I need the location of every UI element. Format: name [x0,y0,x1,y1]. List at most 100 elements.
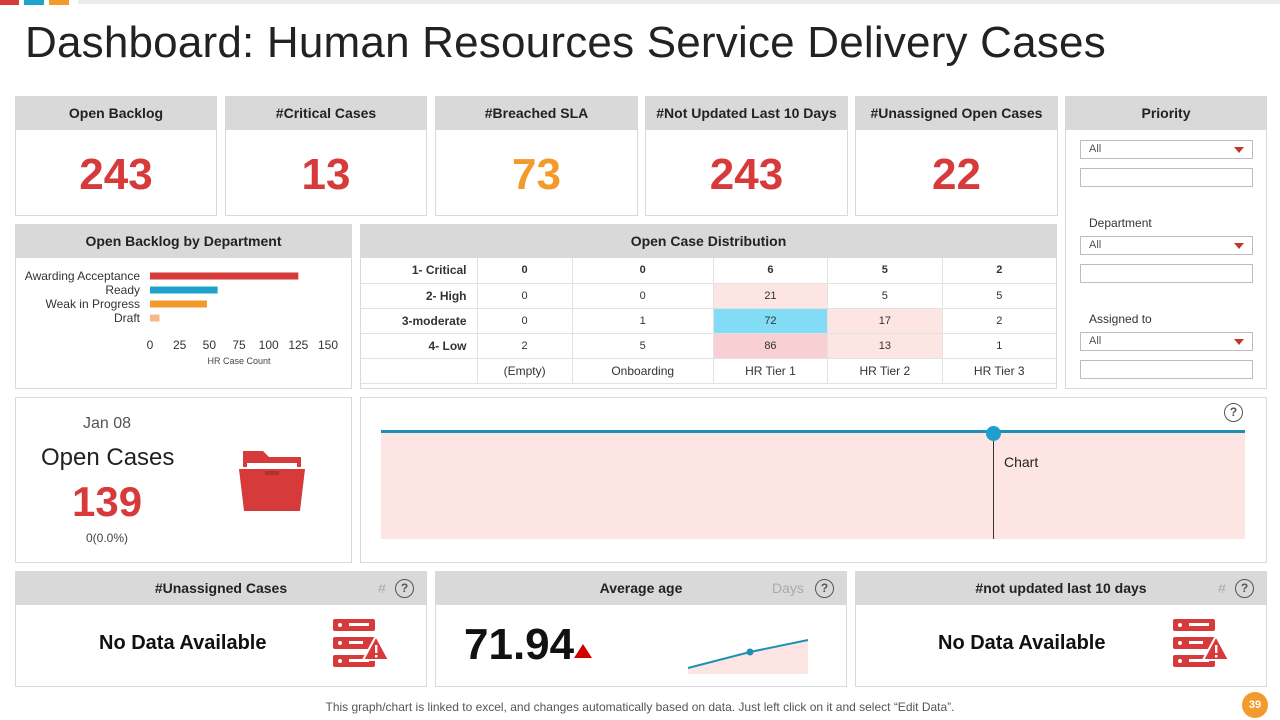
priority-select[interactable]: All [1080,140,1253,159]
help-icon[interactable]: ? [815,579,834,598]
bar-tick-label: 25 [173,338,187,352]
distribution-cell[interactable]: 1 [572,308,714,334]
trend-marker-line [993,432,994,539]
distribution-cell[interactable]: 6 [713,258,829,284]
accent-line [78,0,1280,4]
department-select-value: All [1089,239,1102,251]
distribution-corner [361,358,478,384]
bar-tick-label: 75 [232,338,246,352]
help-icon[interactable]: ? [1235,579,1254,598]
distribution-title: Open Case Distribution [361,225,1056,258]
kpi-value: 73 [512,150,561,199]
unassigned-no-data: No Data Available [99,632,267,654]
distribution-cell[interactable]: 0 [477,308,573,334]
unassigned-cases-card: #Unassigned Cases # ? No Data Available [15,571,427,687]
kpi-card-not-updated[interactable]: #Not Updated Last 10 Days 243 [645,96,848,216]
kpi-card-critical-cases[interactable]: #Critical Cases 13 [225,96,427,216]
distribution-cell[interactable]: 5 [942,283,1056,309]
kpi-card-unassigned-open[interactable]: #Unassigned Open Cases 22 [855,96,1058,216]
distribution-cell[interactable]: 2 [477,333,573,359]
average-age-card: Average age Days ? 71.94 [435,571,847,687]
distribution-column-header: HR Tier 2 [827,358,943,384]
trend-line [381,430,1245,433]
open-cases-label: Open Cases [41,444,175,471]
not-updated-no-data: No Data Available [938,632,1106,654]
page-number: 39 [1242,692,1268,718]
distribution-cell[interactable]: 0 [572,258,714,284]
distribution-cell[interactable]: 86 [713,333,829,359]
page-title: Dashboard: Human Resources Service Deliv… [25,18,1106,67]
distribution-cell[interactable]: 5 [827,258,943,284]
priority-select-value: All [1089,143,1102,155]
department-select[interactable]: All [1080,236,1253,255]
open-cases-date: Jan 08 [83,415,132,432]
open-cases-card: Jan 08 Open Cases 139 0(0.0%) [15,397,352,563]
bar-tick-label: 0 [147,338,154,352]
trend-marker-dot[interactable] [986,426,1001,441]
distribution-cell[interactable]: 1 [942,333,1056,359]
assigned-select[interactable]: All [1080,332,1253,351]
assigned-search-input[interactable] [1080,360,1253,379]
bar-chart-xlabel: HR Case Count [207,356,271,366]
bar-category-label: Ready [105,283,140,297]
kpi-card-open-backlog[interactable]: Open Backlog 243 [15,96,217,216]
bar-category-label: Draft [114,311,141,325]
distribution-column-header: Onboarding [572,358,714,384]
distribution-cell[interactable]: 2 [942,258,1056,284]
accent-orange [49,0,69,5]
distribution-cell[interactable]: 13 [827,333,943,359]
folder-icon [239,451,305,511]
chevron-down-icon [1234,147,1244,153]
kpi-label: #Not Updated Last 10 Days [646,97,847,130]
trend-up-icon [574,644,592,658]
distribution-row: 4- Low 2 5 86 13 1 [361,333,1056,359]
distribution-cell[interactable]: 21 [713,283,829,309]
distribution-cell[interactable]: 17 [827,308,943,334]
kpi-value: 22 [932,150,981,199]
bar-category-label: Awarding Acceptance [25,269,141,283]
bar-mark[interactable] [150,300,207,308]
bar-mark[interactable] [150,286,218,294]
kpi-label: #Critical Cases [226,97,426,130]
distribution-cell[interactable]: 2 [942,308,1056,334]
unassigned-hint: # [378,580,386,596]
distribution-column-headers: (Empty) Onboarding HR Tier 1 HR Tier 2 HR Ti… [361,358,1056,384]
chevron-down-icon [1234,243,1244,249]
distribution-cell[interactable]: 5 [572,333,714,359]
help-icon[interactable]: ? [1224,403,1243,422]
distribution-cell[interactable]: 0 [477,258,573,284]
not-updated-card: #not updated last 10 days # ? No Data Av… [855,571,1267,687]
average-age-value: 71.94 [464,620,575,669]
distribution-row-label: 2- High [361,283,478,309]
backlog-by-department-card: Open Backlog by Department Awarding Acce… [15,224,352,389]
kpi-label: Open Backlog [16,97,216,130]
average-age-hint: Days [772,580,804,596]
not-updated-hint: # [1218,580,1226,596]
trend-chart-card[interactable]: Chart ? [360,397,1267,563]
bar-mark[interactable] [150,272,299,280]
bar-category-label: Weak in Progress [46,297,140,311]
assigned-label: Assigned to [1089,312,1152,326]
kpi-card-breached-sla[interactable]: #Breached SLA 73 [435,96,638,216]
server-alert-icon [1173,619,1231,667]
distribution-cell[interactable]: 0 [572,283,714,309]
trend-chart-label: Chart [1004,454,1039,470]
department-search-input[interactable] [1080,264,1253,283]
distribution-cell[interactable]: 0 [477,283,573,309]
distribution-column-header: HR Tier 3 [942,358,1056,384]
help-icon[interactable]: ? [395,579,414,598]
distribution-cell[interactable]: 5 [827,283,943,309]
bar-mark[interactable] [150,314,160,322]
distribution-column-header: HR Tier 1 [713,358,829,384]
top-accent-bar [0,0,1280,5]
distribution-cell[interactable]: 72 [713,308,829,334]
priority-search-input[interactable] [1080,168,1253,187]
kpi-value: 243 [79,150,153,199]
open-cases-value: 139 [72,478,143,525]
average-age-sparkline [687,639,809,674]
kpi-label: #Breached SLA [436,97,637,130]
unassigned-title: #Unassigned Cases [16,572,426,605]
priority-filter-panel: Priority All Department All Assigned to … [1065,96,1267,389]
distribution-row-label: 3-moderate [361,308,478,334]
